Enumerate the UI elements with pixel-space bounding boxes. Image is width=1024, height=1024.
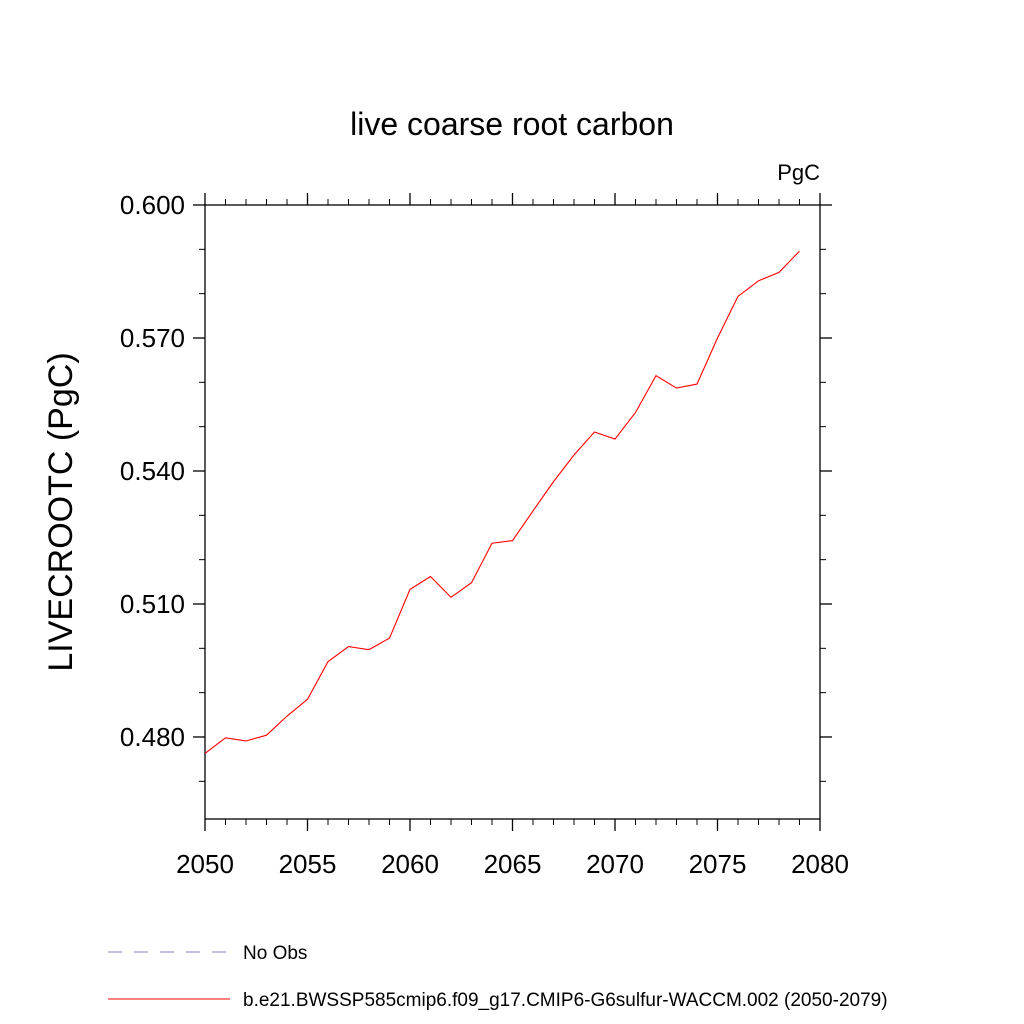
units-label: PgC xyxy=(777,160,820,185)
y-tick-label: 0.510 xyxy=(120,589,185,619)
y-tick-label: 0.570 xyxy=(120,323,185,353)
legend-label-model: b.e21.BWSSP585cmip6.f09_g17.CMIP6-G6sulf… xyxy=(243,990,888,1011)
x-axis-ticks: 2050 2055 2060 2065 2070 2075 2080 xyxy=(176,193,849,879)
y-tick-label: 0.540 xyxy=(120,456,185,486)
series-layer xyxy=(204,250,800,754)
legend-label-no-obs: No Obs xyxy=(243,943,307,964)
legend: No Obs b.e21.BWSSP585cmip6.f09_g17.CMIP6… xyxy=(108,943,888,1011)
x-tick-label: 2065 xyxy=(484,849,542,879)
plot-frame xyxy=(204,204,821,820)
chart-title: live coarse root carbon xyxy=(350,106,674,142)
y-axis-label: LIVECROOTC (PgC) xyxy=(42,352,80,671)
x-tick-label: 2055 xyxy=(279,849,337,879)
y-tick-label: 0.480 xyxy=(120,722,185,752)
y-tick-label: 0.600 xyxy=(120,190,185,220)
x-tick-label: 2060 xyxy=(381,849,439,879)
x-tick-label: 2070 xyxy=(586,849,644,879)
x-tick-label: 2075 xyxy=(689,849,747,879)
x-tick-label: 2080 xyxy=(791,849,849,879)
y-axis-ticks: 0.480 0.510 0.540 0.570 0.600 xyxy=(120,190,832,782)
x-tick-label: 2050 xyxy=(176,849,234,879)
series-line xyxy=(204,250,800,754)
